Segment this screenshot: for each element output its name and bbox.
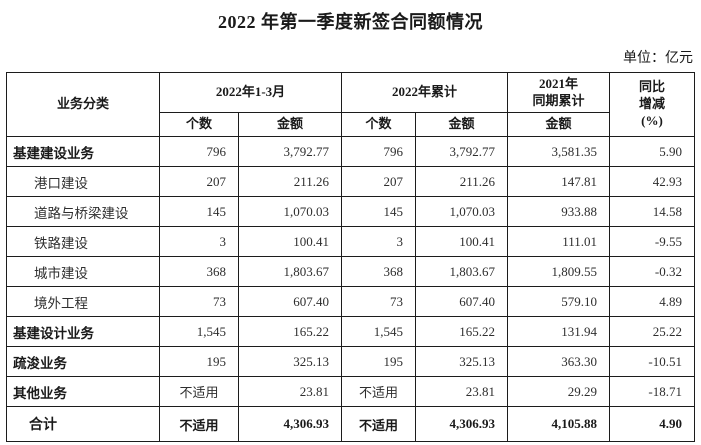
q1-count: 796 [159, 136, 239, 167]
row-infra-construction: 基建建设业务 796 3,792.77 796 3,792.77 3,581.3… [6, 136, 696, 167]
cum-amount: 4,306.93 [414, 406, 509, 442]
prev-amount: 111.01 [507, 226, 611, 257]
prev-amount: 4,105.88 [507, 406, 611, 442]
prev-amount: 131.94 [507, 316, 611, 347]
row-label: 基建设计业务 [6, 316, 160, 347]
q1-count: 73 [159, 286, 239, 317]
q1-amount: 211.26 [238, 166, 342, 197]
yoy-change: 4.90 [609, 406, 696, 442]
row-other-business: 其他业务 不适用 23.81 不适用 23.81 29.29 -18.71 [6, 376, 696, 407]
q1-count: 不适用 [159, 376, 239, 407]
row-label: 合计 [6, 406, 160, 442]
cum-count: 1,545 [341, 316, 416, 347]
yoy-change: 42.93 [609, 166, 696, 197]
cum-count: 796 [341, 136, 416, 167]
row-port-construction: 港口建设 207 211.26 207 211.26 147.81 42.93 [6, 166, 696, 197]
cum-count: 73 [341, 286, 416, 317]
header-group-2022-q1: 2022年1-3月 [159, 72, 342, 113]
yoy-change: -9.55 [609, 226, 696, 257]
row-label: 港口建设 [6, 166, 160, 197]
cum-amount: 23.81 [414, 376, 509, 407]
header-yoy-change: 同比 增减 (%) [609, 72, 696, 137]
prev-amount: 363.30 [507, 346, 611, 377]
row-railway-construction: 铁路建设 3 100.41 3 100.41 111.01 -9.55 [6, 226, 696, 257]
q1-count: 1,545 [159, 316, 239, 347]
prev-amount: 579.10 [507, 286, 611, 317]
contracts-table: 业务分类 2022年1-3月 2022年累计 2021年 同期累计 同比 增减 … [6, 72, 696, 442]
cum-amount: 607.40 [414, 286, 509, 317]
q1-count: 3 [159, 226, 239, 257]
q1-amount: 23.81 [238, 376, 342, 407]
q1-amount: 165.22 [238, 316, 342, 347]
header-cum-count: 个数 [341, 112, 416, 137]
row-overseas-projects: 境外工程 73 607.40 73 607.40 579.10 4.89 [6, 286, 696, 317]
q1-count: 145 [159, 196, 239, 227]
row-label: 疏浚业务 [6, 346, 160, 377]
prev-amount: 29.29 [507, 376, 611, 407]
q1-amount: 3,792.77 [238, 136, 342, 167]
row-label: 铁路建设 [6, 226, 160, 257]
header-q1-count: 个数 [159, 112, 239, 137]
cum-amount: 1,070.03 [414, 196, 509, 227]
header-cum-amount: 金额 [414, 112, 509, 137]
yoy-change: 4.89 [609, 286, 696, 317]
yoy-change: 5.90 [609, 136, 696, 167]
row-label: 道路与桥梁建设 [6, 196, 160, 227]
cum-count: 不适用 [341, 406, 416, 442]
report-page: 2022 年第一季度新签合同额情况 单位：亿元 业务分类 2022年1-3月 2… [0, 8, 701, 445]
cum-amount: 325.13 [414, 346, 509, 377]
row-urban-construction: 城市建设 368 1,803.67 368 1,803.67 1,809.55 … [6, 256, 696, 287]
prev-amount: 147.81 [507, 166, 611, 197]
cum-count: 不适用 [341, 376, 416, 407]
q1-amount: 100.41 [238, 226, 342, 257]
row-label: 其他业务 [6, 376, 160, 407]
cum-amount: 1,803.67 [414, 256, 509, 287]
row-total: 合计 不适用 4,306.93 不适用 4,306.93 4,105.88 4.… [6, 406, 696, 442]
row-label: 城市建设 [6, 256, 160, 287]
header-row-groups: 业务分类 2022年1-3月 2022年累计 2021年 同期累计 同比 增减 … [6, 72, 696, 137]
row-label: 境外工程 [6, 286, 160, 317]
cum-amount: 3,792.77 [414, 136, 509, 167]
prev-amount: 933.88 [507, 196, 611, 227]
yoy-change: 14.58 [609, 196, 696, 227]
header-row-subcolumns: 个数 金额 个数 金额 金额 [7, 112, 695, 137]
q1-count: 195 [159, 346, 239, 377]
cum-count: 207 [341, 166, 416, 197]
q1-count: 207 [159, 166, 239, 197]
row-road-bridge-construction: 道路与桥梁建设 145 1,070.03 145 1,070.03 933.88… [6, 196, 696, 227]
yoy-change: -18.71 [609, 376, 696, 407]
cum-count: 3 [341, 226, 416, 257]
q1-amount: 1,803.67 [238, 256, 342, 287]
cum-count: 145 [341, 196, 416, 227]
yoy-change: 25.22 [609, 316, 696, 347]
header-business-category: 业务分类 [6, 72, 160, 137]
page-title: 2022 年第一季度新签合同额情况 [218, 12, 483, 32]
prev-amount: 1,809.55 [507, 256, 611, 287]
row-label: 基建建设业务 [6, 136, 160, 167]
cum-amount: 211.26 [414, 166, 509, 197]
q1-amount: 4,306.93 [238, 406, 342, 442]
cum-amount: 165.22 [414, 316, 509, 347]
yoy-change: -0.32 [609, 256, 696, 287]
header-group-2022-cum: 2022年累计 [340, 72, 509, 113]
cum-amount: 100.41 [414, 226, 509, 257]
header-prev-amount: 金额 [507, 112, 611, 137]
unit-label: 单位：亿元 [623, 51, 693, 66]
header-group-2021-cum: 2021年 同期累计 [507, 72, 611, 113]
cum-count: 368 [341, 256, 416, 287]
q1-amount: 1,070.03 [238, 196, 342, 227]
row-dredging: 疏浚业务 195 325.13 195 325.13 363.30 -10.51 [6, 346, 696, 377]
cum-count: 195 [341, 346, 416, 377]
q1-amount: 325.13 [238, 346, 342, 377]
header-q1-amount: 金额 [238, 112, 342, 137]
prev-amount: 3,581.35 [507, 136, 611, 167]
q1-amount: 607.40 [238, 286, 342, 317]
q1-count: 368 [159, 256, 239, 287]
q1-count: 不适用 [159, 406, 239, 442]
row-infra-design: 基建设计业务 1,545 165.22 1,545 165.22 131.94 … [6, 316, 696, 347]
yoy-change: -10.51 [609, 346, 696, 377]
